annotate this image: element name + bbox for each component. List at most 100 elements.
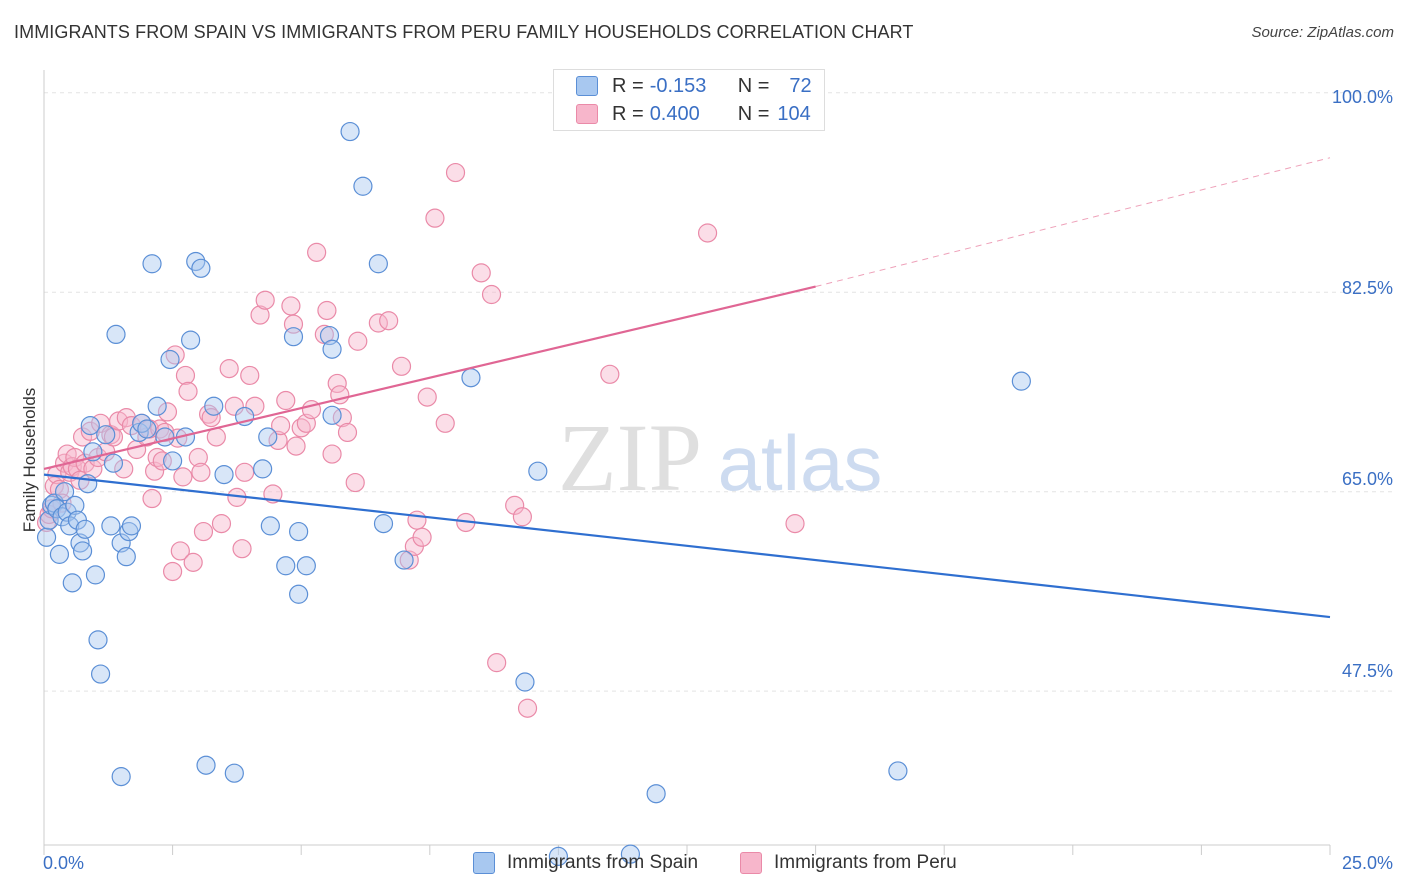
spain-point-19 <box>85 565 106 585</box>
y-tick-label-100: 100.0% <box>1331 87 1393 107</box>
legend-peru-r-label: R = <box>612 102 644 125</box>
spain-point-50 <box>276 556 296 576</box>
spain-trend-line <box>43 473 1331 619</box>
spain-points <box>36 121 1031 866</box>
y-tick-label-47.5: 47.5% <box>1341 661 1393 681</box>
peru-point-43 <box>175 365 196 386</box>
spain-point-23 <box>101 516 121 536</box>
peru-point-87 <box>407 510 427 530</box>
peru-point-96 <box>487 653 507 673</box>
stats-legend: R = -0.153 N = 72 R = 0.400 N = 104 <box>553 69 825 131</box>
spain-point-62 <box>394 550 414 570</box>
peru-point-33 <box>147 447 167 468</box>
watermark: ZIP atlas <box>558 404 882 511</box>
peru-point-72 <box>307 242 327 262</box>
spain-point-11 <box>65 495 85 515</box>
bottom-legend-swatch-peru <box>740 852 762 874</box>
bottom-legend-label-peru: Immigrants from Peru <box>774 852 957 873</box>
peru-point-60 <box>250 305 270 325</box>
peru-point-48 <box>193 521 214 542</box>
spain-point-31 <box>132 413 152 433</box>
peru-point-44 <box>178 381 198 401</box>
peru-point-3 <box>44 476 64 496</box>
spain-point-53 <box>289 521 309 542</box>
peru-point-24 <box>114 459 134 479</box>
spain-point-35 <box>155 427 175 447</box>
y-tick-label-82.5: 82.5% <box>1341 278 1393 298</box>
spain-point-27 <box>116 547 136 567</box>
bottom-legend-swatch-spain <box>473 852 495 874</box>
peru-point-41 <box>170 541 190 561</box>
spain-point-43 <box>204 396 224 416</box>
spain-point-60 <box>368 254 388 274</box>
peru-point-57 <box>235 462 255 482</box>
spain-point-42 <box>196 755 216 775</box>
spain-point-71 <box>111 767 131 787</box>
axes <box>43 70 1331 855</box>
spain-point-25 <box>106 324 126 345</box>
peru-point-98 <box>512 507 532 527</box>
legend-spain-r-value: -0.153 <box>649 74 707 97</box>
spain-point-0 <box>36 527 57 547</box>
spain-point-16 <box>78 474 98 494</box>
peru-point-94 <box>471 263 491 283</box>
peru-point-88 <box>412 527 432 547</box>
legend-row-spain: R = -0.153 N = 72 <box>576 73 812 99</box>
peru-point-38 <box>163 561 183 582</box>
peru-point-89 <box>417 387 437 407</box>
peru-point-50 <box>201 408 221 428</box>
peru-point-102 <box>785 514 805 534</box>
peru-point-63 <box>268 430 288 451</box>
spain-point-45 <box>224 763 244 783</box>
legend-spain-n-value: 72 <box>789 74 812 97</box>
trend-lines <box>43 157 1331 619</box>
bottom-legend-label-spain: Immigrants from Spain <box>507 852 699 873</box>
peru-trend-extension <box>815 157 1331 288</box>
spain-point-66 <box>548 846 569 866</box>
spain-point-24 <box>103 453 124 473</box>
legend-spain-n-label: N = <box>737 74 770 97</box>
chart-title: IMMIGRANTS FROM SPAIN VS IMMIGRANTS FROM… <box>14 22 914 42</box>
bottom-legend-spain: Immigrants from Spain <box>473 852 698 874</box>
x-tick-label-max: 25.0% <box>1341 853 1393 873</box>
spain-point-64 <box>515 672 535 692</box>
spain-point-49 <box>260 516 280 536</box>
peru-point-61 <box>255 290 275 310</box>
spain-point-37 <box>163 451 183 471</box>
watermark-atlas: atlas <box>718 419 883 507</box>
spain-point-65 <box>528 461 548 481</box>
spain-point-14 <box>72 541 93 561</box>
legend-swatch-spain <box>576 76 598 96</box>
spain-point-54 <box>296 556 316 576</box>
peru-point-97 <box>505 495 525 515</box>
legend-spain-r-label: R = <box>612 74 644 97</box>
legend-swatch-peru <box>576 104 598 124</box>
peru-point-47 <box>191 462 211 482</box>
spain-point-41 <box>191 258 211 278</box>
peru-trend-line <box>43 285 816 470</box>
peru-point-90 <box>425 208 445 228</box>
spain-point-39 <box>181 330 201 350</box>
spain-point-69 <box>888 761 908 781</box>
spain-point-52 <box>289 584 309 604</box>
peru-point-101 <box>697 223 718 243</box>
spain-point-29 <box>121 516 142 536</box>
peru-point-76 <box>327 373 347 394</box>
spain-point-44 <box>214 464 234 485</box>
spain-point-51 <box>283 327 304 347</box>
peru-point-42 <box>173 467 193 487</box>
y-axis-label: Family Households <box>20 387 39 533</box>
peru-point-99 <box>517 698 538 718</box>
peru-point-35 <box>152 451 172 471</box>
spain-point-57 <box>322 405 342 425</box>
spain-point-48 <box>258 427 278 447</box>
spain-point-56 <box>322 339 342 359</box>
spain-point-61 <box>373 514 394 534</box>
legend-peru-n-value: 104 <box>777 102 811 125</box>
peru-point-83 <box>379 311 399 331</box>
spain-point-58 <box>340 121 360 142</box>
spain-point-22 <box>96 425 116 445</box>
spain-point-68 <box>646 784 666 804</box>
peru-point-81 <box>345 472 365 493</box>
